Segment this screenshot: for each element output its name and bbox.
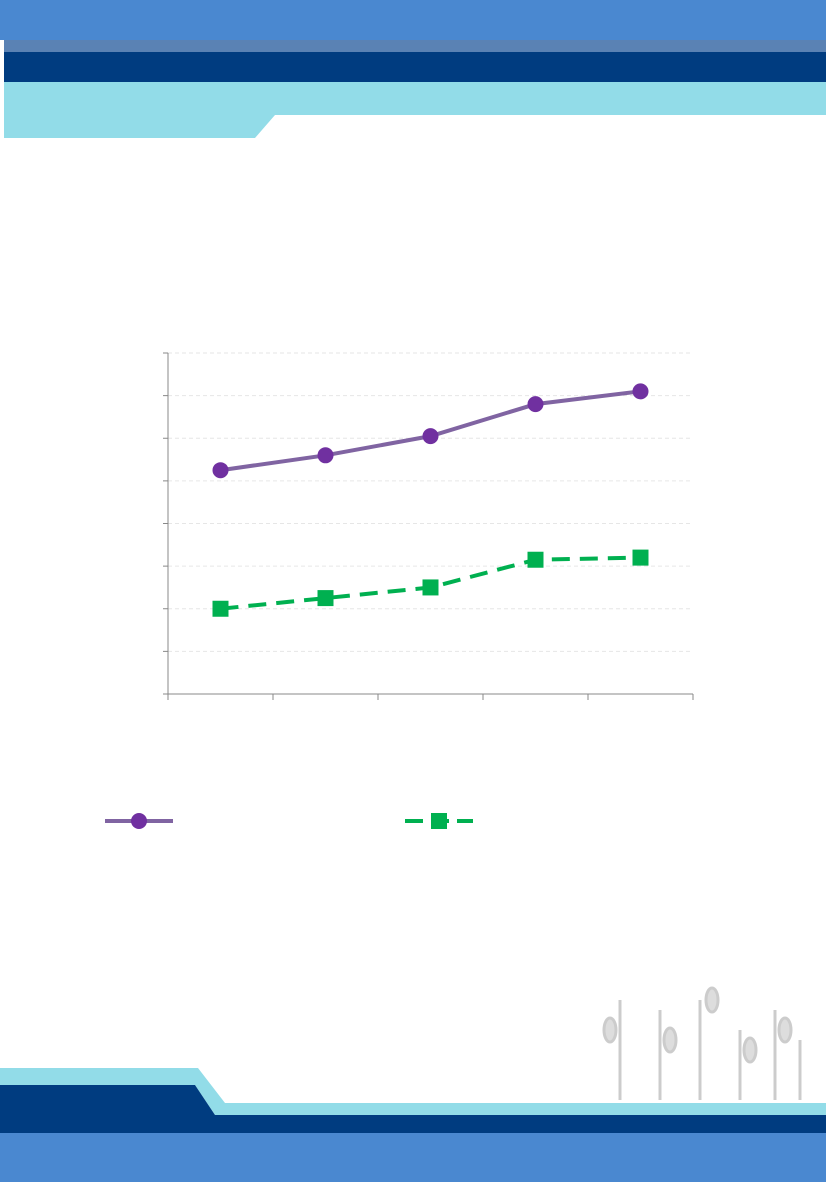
header-band xyxy=(0,52,826,82)
marker xyxy=(212,600,229,617)
footer-band xyxy=(0,1133,826,1182)
footer xyxy=(0,986,826,1182)
header-band xyxy=(0,40,826,52)
header-band xyxy=(0,0,826,40)
marker xyxy=(527,396,544,413)
marker xyxy=(317,447,334,464)
header-tab xyxy=(0,82,826,138)
marker xyxy=(422,579,439,596)
marker xyxy=(212,462,229,479)
legend-marker xyxy=(131,813,147,829)
marker xyxy=(422,428,439,445)
footer-strip xyxy=(0,1068,826,1115)
plot xyxy=(163,352,694,700)
marker xyxy=(317,590,334,607)
marker xyxy=(527,551,544,568)
marker xyxy=(632,549,649,566)
marker xyxy=(632,383,649,400)
footer-band xyxy=(0,1085,826,1133)
legend-marker xyxy=(431,813,447,829)
plant-decoration xyxy=(602,986,802,1100)
header xyxy=(0,0,826,140)
legend xyxy=(105,813,473,829)
header-edge xyxy=(0,40,4,140)
